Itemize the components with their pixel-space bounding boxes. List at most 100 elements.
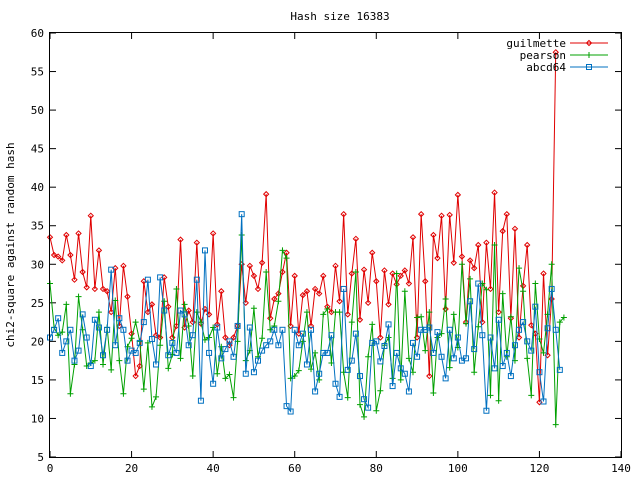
- data-point: [409, 339, 416, 346]
- data-point: [369, 321, 376, 328]
- data-point: [499, 363, 506, 370]
- data-point: [328, 332, 335, 339]
- data-point: [520, 319, 527, 326]
- data-point: [487, 334, 494, 341]
- data-point: [124, 357, 131, 364]
- data-point: [430, 349, 437, 356]
- data-point: [230, 334, 237, 341]
- axis-ticks: 0 20 40 60 80 100 120 140 5 10 15 20 25 30 35 40 45 50 55 6…: [31, 27, 631, 475]
- data-point: [181, 311, 188, 318]
- data-point: [87, 212, 94, 219]
- data-point: [365, 353, 372, 360]
- data-point: [524, 355, 531, 362]
- data-point: [491, 365, 498, 372]
- legend-swatch-marker: [586, 52, 592, 58]
- data-point: [356, 401, 363, 408]
- data-point: [83, 284, 90, 291]
- data-point: [193, 276, 200, 283]
- y-tick-label: 25: [31, 297, 44, 310]
- data-point: [271, 322, 278, 329]
- data-point: [467, 298, 474, 305]
- data-point: [507, 313, 514, 320]
- series-line-abcd64: [49, 214, 561, 413]
- data-point: [250, 369, 257, 376]
- data-point: [91, 357, 98, 364]
- legend-label: pearson: [520, 49, 566, 62]
- data-point: [483, 286, 490, 293]
- data-point: [405, 280, 413, 287]
- y-tick-label: 30: [31, 258, 44, 271]
- data-point: [258, 259, 266, 266]
- data-point: [369, 339, 376, 346]
- data-point: [153, 361, 160, 368]
- data-point: [238, 211, 245, 218]
- data-point: [263, 268, 270, 275]
- data-point: [222, 346, 229, 353]
- data-point: [336, 298, 343, 305]
- data-point: [67, 390, 74, 397]
- data-point: [63, 301, 70, 308]
- data-point: [503, 210, 511, 218]
- data-point: [316, 376, 323, 383]
- data-point: [511, 342, 518, 349]
- data-point: [368, 249, 376, 256]
- legend-swatch-marker: [585, 39, 593, 47]
- data-point: [560, 314, 567, 321]
- data-point: [471, 369, 478, 376]
- data-point: [218, 288, 225, 295]
- data-point: [116, 357, 123, 364]
- data-point: [214, 321, 221, 328]
- data-point: [511, 225, 519, 233]
- data-point: [320, 349, 327, 356]
- data-point: [340, 285, 347, 292]
- data-point: [548, 285, 555, 292]
- data-point: [377, 387, 384, 394]
- data-point: [385, 321, 392, 328]
- data-point: [475, 241, 482, 249]
- data-point: [303, 361, 310, 368]
- y-tick-label: 60: [31, 27, 44, 40]
- data-point: [332, 380, 339, 387]
- x-tick-label: 100: [448, 462, 468, 475]
- data-point: [373, 278, 380, 285]
- data-point: [324, 305, 331, 312]
- data-point: [438, 212, 445, 219]
- data-point: [475, 280, 482, 287]
- data-point: [177, 307, 184, 314]
- data-point: [218, 355, 225, 362]
- data-point: [100, 352, 107, 359]
- data-point: [495, 308, 502, 316]
- data-point: [185, 307, 192, 314]
- data-point: [165, 352, 172, 359]
- data-point: [393, 349, 400, 356]
- legend-label: abcd64: [526, 61, 566, 74]
- data-point: [479, 318, 486, 326]
- data-point: [397, 272, 404, 280]
- x-tick-label: 140: [611, 462, 631, 475]
- data-point: [116, 322, 123, 330]
- data-point: [348, 357, 355, 364]
- data-point: [344, 394, 351, 401]
- data-point: [528, 347, 535, 354]
- data-point: [479, 332, 486, 339]
- data-point: [544, 325, 551, 332]
- data-point: [189, 373, 196, 380]
- data-point: [291, 326, 298, 333]
- data-point: [397, 365, 404, 372]
- data-point: [254, 285, 262, 293]
- chart-title: Hash size 16383: [290, 10, 389, 23]
- data-point: [185, 342, 192, 349]
- data-point: [540, 398, 547, 405]
- data-point: [344, 311, 351, 318]
- data-point: [157, 342, 164, 349]
- data-point: [271, 326, 278, 333]
- data-point: [373, 407, 380, 414]
- y-tick-label: 45: [31, 143, 44, 156]
- data-point: [422, 278, 429, 285]
- data-point: [177, 355, 184, 362]
- data-point: [214, 324, 221, 331]
- data-point: [161, 307, 168, 314]
- data-point: [328, 308, 335, 316]
- data-point: [59, 349, 66, 356]
